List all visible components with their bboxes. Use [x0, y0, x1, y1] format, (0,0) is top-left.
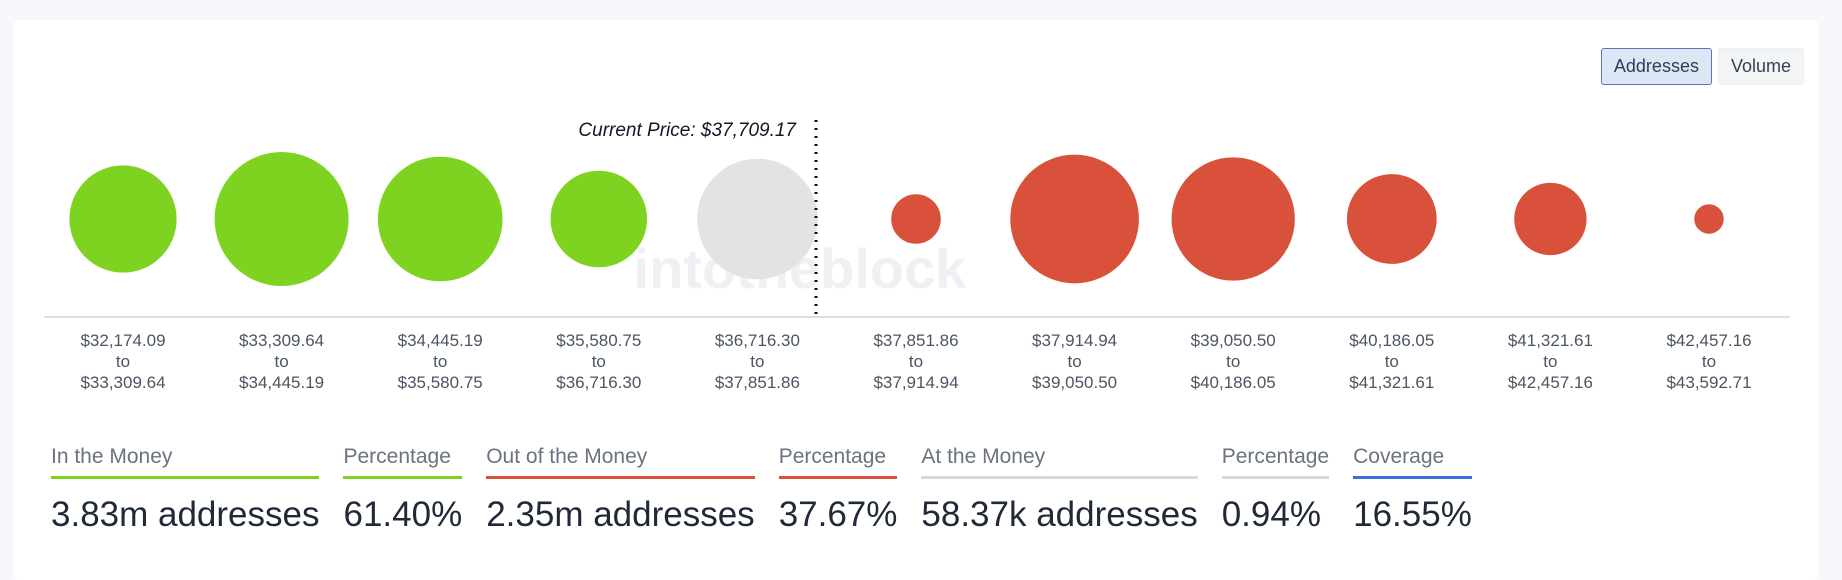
addresses-toggle-button[interactable]: Addresses [1600, 48, 1712, 85]
range-label-11-to: $43,592.71 [1666, 373, 1751, 392]
range-label-1-from: $32,174.09 [80, 331, 165, 350]
out-of-the-money-percentage-stat: Percentage 37.67% [778, 442, 898, 535]
coverage-value: 16.55% [1353, 495, 1472, 534]
cluster-bubble-7[interactable] [1010, 154, 1139, 284]
range-label-4-from: $35,580.75 [556, 331, 641, 350]
range-label-1-to: $33,309.64 [80, 373, 165, 392]
range-label-5-to-word: to [750, 352, 764, 371]
range-label-6-to-word: to [909, 352, 923, 371]
out-of-the-money-percentage-rule [778, 476, 898, 479]
in-the-money-percentage-rule [343, 476, 463, 479]
at-the-money-value: 58.37k addresses [921, 495, 1198, 534]
range-label-2-to-word: to [275, 352, 289, 371]
at-the-money-stat: At the Money 58.37k addresses [921, 442, 1198, 535]
in-the-money-rule [51, 476, 320, 479]
range-label-3-to: $35,580.75 [398, 373, 483, 392]
cluster-bubble-11[interactable] [1694, 204, 1724, 234]
in-the-money-percentage-value: 61.40% [343, 495, 463, 534]
range-label-9-to: $41,321.61 [1349, 373, 1434, 392]
range-label-7-to: $39,050.50 [1032, 373, 1117, 392]
cluster-bubble-1[interactable] [69, 165, 177, 273]
range-label-6-from: $37,851.86 [873, 331, 958, 350]
range-label-5-from: $36,716.30 [715, 331, 800, 350]
range-label-group: $32,174.09 to $33,309.64 $33,309.64 to $34,44… [80, 331, 1751, 392]
cluster-bubble-5[interactable] [697, 158, 818, 280]
range-label-11-to-word: to [1702, 352, 1716, 371]
range-label-4-to: $36,716.30 [556, 373, 641, 392]
out-of-the-money-percentage-label: Percentage [778, 445, 887, 468]
in-the-money-label: In the Money [51, 445, 173, 468]
range-label-2-from: $33,309.64 [239, 331, 324, 350]
summary-stats: In the Money 3.83m addresses Percentage 61.… [51, 442, 1472, 535]
range-label-3-to-word: to [433, 352, 447, 371]
range-label-3-from: $34,445.19 [398, 331, 483, 350]
in-the-money-percentage-label: Percentage [343, 445, 451, 468]
out-of-the-money-rule [486, 476, 755, 479]
cluster-bubble-2[interactable] [214, 152, 349, 286]
range-label-10-to-word: to [1543, 352, 1557, 371]
range-label-11-from: $42,457.16 [1666, 331, 1751, 350]
range-label-8-to-word: to [1226, 352, 1240, 371]
coverage-stat: Coverage 16.55% [1353, 442, 1472, 535]
range-label-4-to-word: to [592, 352, 606, 371]
at-the-money-label: At the Money [921, 445, 1046, 468]
cluster-bubble-6[interactable] [891, 194, 941, 244]
coverage-label: Coverage [1353, 445, 1445, 468]
out-of-the-money-value: 2.35m addresses [486, 495, 755, 534]
iomap-bubble-chart: intotheblock Current Price: $37,709.17 $… [44, 120, 1790, 392]
cluster-bubble-8[interactable] [1171, 157, 1295, 281]
range-label-6-to: $37,914.94 [873, 373, 958, 392]
out-of-the-money-percentage-value: 37.67% [778, 495, 898, 534]
volume-toggle-button[interactable]: Volume [1717, 48, 1804, 85]
cluster-bubble-4[interactable] [550, 170, 648, 268]
out-of-the-money-label: Out of the Money [486, 445, 648, 468]
cluster-bubble-3[interactable] [377, 156, 503, 282]
range-label-2-to: $34,445.19 [239, 373, 324, 392]
range-label-8-from: $39,050.50 [1191, 331, 1276, 350]
at-the-money-percentage-label: Percentage [1221, 445, 1330, 468]
range-label-1-to-word: to [116, 352, 130, 371]
at-the-money-percentage-rule [1221, 476, 1330, 479]
range-label-8-to: $40,186.05 [1191, 373, 1276, 392]
cluster-bubble-9[interactable] [1346, 174, 1437, 264]
bubble-group [69, 152, 1724, 286]
at-the-money-percentage-value: 0.94% [1221, 495, 1321, 534]
in-the-money-value: 3.83m addresses [51, 495, 320, 534]
coverage-rule [1353, 476, 1472, 479]
cluster-bubble-10[interactable] [1514, 182, 1587, 256]
range-label-9-to-word: to [1385, 352, 1399, 371]
range-label-7-to-word: to [1068, 352, 1082, 371]
current-price-label: Current Price: $37,709.17 [578, 120, 797, 141]
range-label-9-from: $40,186.05 [1349, 331, 1434, 350]
out-of-the-money-stat: Out of the Money 2.35m addresses [486, 442, 755, 535]
in-the-money-percentage-stat: Percentage 61.40% [343, 442, 463, 535]
range-label-10-to: $42,457.16 [1508, 373, 1593, 392]
range-label-7-from: $37,914.94 [1032, 331, 1117, 350]
range-label-5-to: $37,851.86 [715, 373, 800, 392]
measure-toggle: Addresses Volume [1600, 48, 1804, 85]
at-the-money-rule [921, 476, 1198, 479]
chart-card [14, 20, 1818, 580]
at-the-money-percentage-stat: Percentage 0.94% [1221, 442, 1330, 535]
in-the-money-stat: In the Money 3.83m addresses [51, 442, 320, 535]
range-label-10-from: $41,321.61 [1508, 331, 1593, 350]
